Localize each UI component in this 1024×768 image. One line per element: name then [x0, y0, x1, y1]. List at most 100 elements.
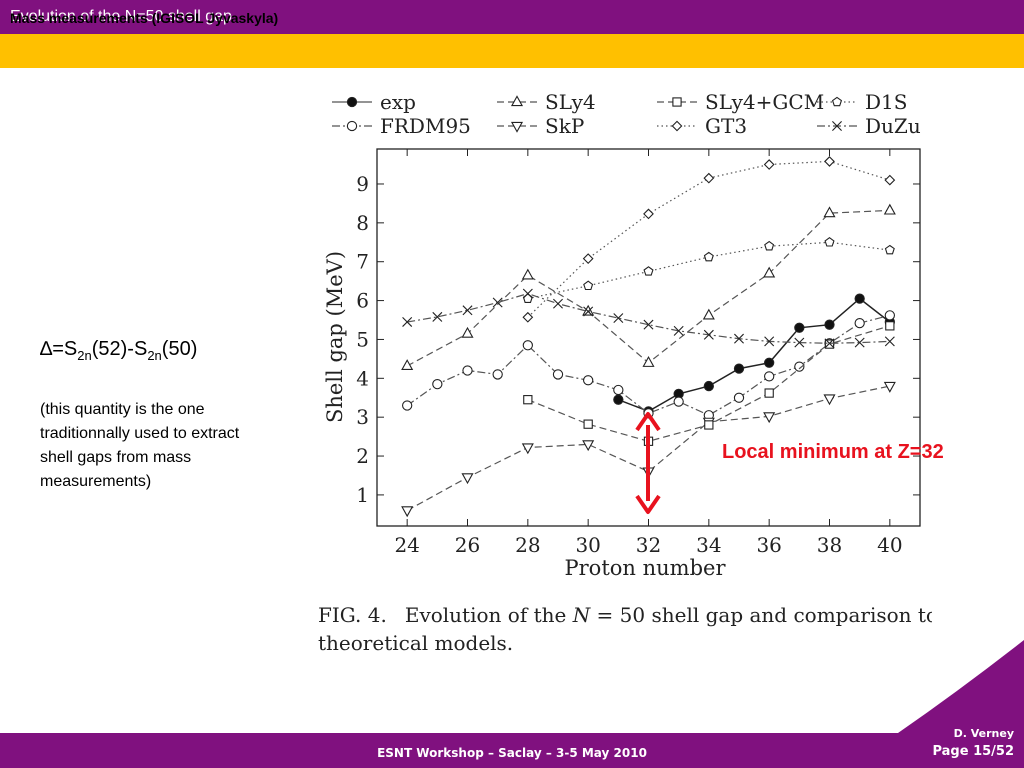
data-point	[824, 237, 835, 247]
caption-label: FIG. 4.	[318, 603, 387, 627]
arrow-head-top	[635, 412, 661, 432]
x-ticks: 24 26 28 30 32 34 36 38 40	[394, 149, 903, 557]
legend-label: exp	[380, 90, 416, 114]
figure-caption-line-2: theoretical models.	[318, 631, 513, 655]
y-tick-label: 4	[356, 366, 369, 390]
caption-text: Evolution of the	[405, 603, 573, 627]
data-point	[733, 392, 745, 403]
data-point	[613, 384, 624, 396]
x-tick-label: 26	[455, 533, 480, 557]
data-point	[794, 322, 805, 333]
local-minimum-callout: Local minimum at Z=32	[722, 441, 944, 463]
data-point	[613, 313, 624, 324]
data-point	[522, 288, 533, 299]
y-tick-label: 8	[356, 211, 369, 235]
data-point	[401, 506, 414, 518]
data-point	[764, 388, 774, 398]
y-tick-label: 3	[356, 405, 369, 429]
data-point	[582, 304, 595, 316]
series-line	[406, 385, 890, 512]
series-gt3	[522, 156, 896, 323]
data-point	[643, 208, 654, 220]
formula-mid: (52)-S	[91, 338, 148, 360]
data-point	[824, 338, 835, 349]
slide-title: Evolution of the N=50 shell gap	[10, 8, 232, 25]
data-point	[462, 305, 473, 316]
data-point	[884, 336, 895, 347]
data-point	[642, 356, 655, 367]
series-line	[618, 297, 891, 413]
footer-author: D. Verney	[953, 727, 1014, 740]
data-point	[763, 412, 776, 424]
data-point	[733, 363, 745, 374]
y-tick-label: 9	[356, 172, 369, 196]
legend-label: FRDM95	[380, 114, 471, 138]
legend-label: DuZu	[865, 114, 921, 138]
data-point	[671, 120, 683, 132]
formula-sub-2: 2n	[147, 348, 162, 363]
caption-var: N	[572, 603, 592, 627]
formula-note: (this quantity is the one traditionnally…	[40, 401, 240, 490]
data-point	[461, 326, 474, 338]
data-point	[522, 340, 533, 351]
data-point	[523, 395, 533, 405]
formula-sub-1: 2n	[77, 348, 92, 363]
data-point	[823, 394, 836, 406]
data-point	[673, 325, 684, 336]
x-tick-label: 24	[394, 533, 419, 557]
x-tick-label: 38	[817, 533, 842, 557]
y-tick-label: 5	[356, 327, 369, 351]
data-point	[583, 375, 594, 386]
x-tick-label: 32	[636, 533, 661, 557]
data-point	[764, 357, 775, 368]
legend-label: SkP	[545, 114, 584, 138]
data-point	[703, 172, 715, 184]
x-tick-label: 28	[515, 533, 540, 557]
slide-subtitle: Mass measurements (IGISOL Jyvaskyla)	[10, 10, 279, 26]
y-tick-label: 2	[356, 444, 369, 468]
data-point	[883, 381, 896, 393]
data-point	[552, 369, 564, 380]
data-point	[704, 420, 714, 430]
data-point	[582, 440, 595, 452]
caption-text-2: = 50 shell gap and comparison to	[590, 603, 932, 627]
data-point	[823, 206, 836, 218]
formula-end: (50)	[161, 338, 198, 360]
data-point	[764, 371, 775, 382]
x-tick-label: 30	[575, 533, 600, 557]
legend-item: DuZu	[817, 114, 921, 138]
legend-label: D1S	[865, 90, 907, 114]
series-d1s	[522, 237, 895, 303]
data-point	[884, 174, 896, 186]
data-point	[521, 268, 534, 280]
footer-event: ESNT Workshop – Saclay – 3-5 May 2010	[377, 746, 647, 760]
data-point	[824, 156, 835, 167]
data-point	[346, 96, 358, 108]
data-point	[672, 97, 682, 107]
page-number: Page 15/52	[932, 744, 1014, 759]
x-tick-label: 34	[696, 533, 721, 557]
data-point	[583, 280, 594, 291]
data-point	[794, 337, 805, 348]
legend-item: FRDM95	[332, 114, 471, 138]
formula-delta: ∆=S	[40, 338, 78, 360]
data-point	[763, 266, 776, 278]
data-point	[764, 336, 775, 347]
legend-label: GT3	[705, 114, 747, 138]
x-axis-label: Proton number	[565, 556, 727, 580]
legend-label: SLy4+GCM	[705, 90, 824, 114]
data-point	[461, 473, 474, 485]
data-point	[885, 321, 895, 331]
data-point	[521, 443, 534, 455]
data-point	[643, 266, 654, 276]
data-point	[883, 203, 896, 215]
x-tick-label: 40	[877, 533, 902, 557]
delta-formula: ∆=S2n(52)-S2n(50)	[40, 338, 197, 363]
data-point	[703, 329, 714, 340]
legend-item: D1S	[817, 90, 907, 114]
data-point	[346, 120, 358, 132]
data-point	[553, 298, 563, 309]
data-point	[884, 310, 895, 321]
